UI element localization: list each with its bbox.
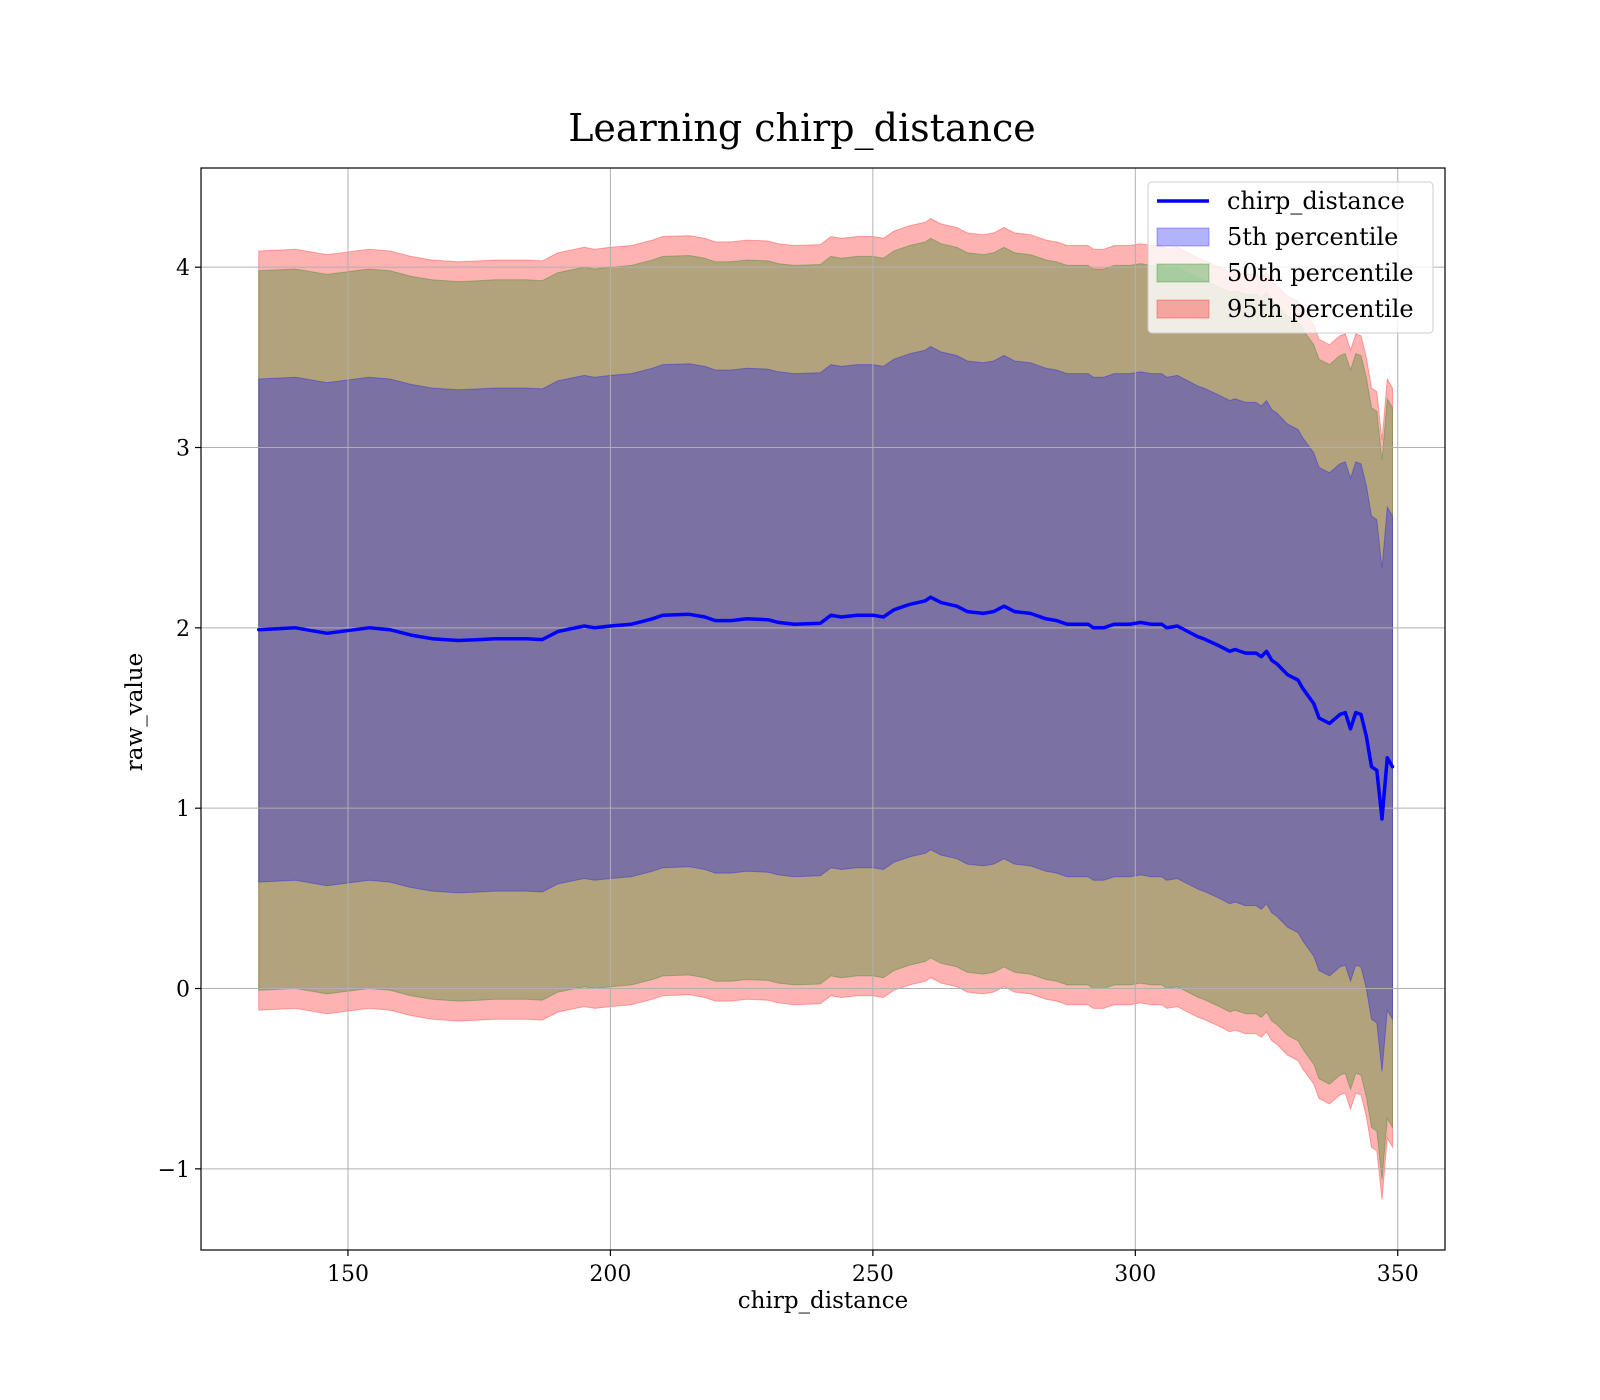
y-tick-label: −1 bbox=[158, 1158, 190, 1183]
y-tick-label: 4 bbox=[176, 256, 190, 281]
legend-label-5th-percentile: 5th percentile bbox=[1227, 223, 1398, 251]
band-50th-percentile bbox=[258, 237, 1393, 1180]
y-axis-label: raw_value bbox=[122, 653, 148, 771]
x-axis-label: chirp_distance bbox=[738, 1288, 908, 1314]
chart-title: Learning chirp_distance bbox=[568, 106, 1036, 151]
legend-swatch-95th-percentile bbox=[1156, 299, 1210, 319]
legend-label-50th-percentile: 50th percentile bbox=[1227, 259, 1414, 287]
x-tick-label: 300 bbox=[1114, 1262, 1156, 1287]
x-tick-label: 350 bbox=[1377, 1262, 1419, 1287]
median-layer bbox=[256, 595, 1395, 821]
y-tick-label: 1 bbox=[176, 797, 190, 822]
percentile-bands bbox=[258, 217, 1393, 1200]
y-tick-label: 3 bbox=[176, 437, 190, 462]
legend-label-chirp_distance: chirp_distance bbox=[1227, 187, 1405, 215]
band-95th-percentile bbox=[258, 217, 1393, 1200]
grid-lines bbox=[201, 168, 1445, 1250]
x-tick-label: 150 bbox=[327, 1262, 369, 1287]
median-line bbox=[256, 595, 1395, 821]
band-5th-percentile bbox=[258, 345, 1393, 1072]
legend: chirp_distance 5th percentile 50th percent… bbox=[1147, 181, 1434, 334]
x-tick-label: 200 bbox=[589, 1262, 631, 1287]
legend-swatch-5th-percentile bbox=[1156, 227, 1210, 247]
y-tick-label: 0 bbox=[176, 978, 190, 1003]
x-axis-ticks: 150 200 250 300 350 bbox=[327, 1250, 1419, 1287]
legend-swatch-50th-percentile bbox=[1156, 263, 1210, 283]
legend-box bbox=[1147, 181, 1434, 334]
x-tick-label: 250 bbox=[852, 1262, 894, 1287]
y-axis-ticks: −1 0 1 2 3 4 bbox=[158, 256, 201, 1183]
plot-frame bbox=[200, 167, 1446, 1251]
y-tick-label: 2 bbox=[176, 617, 190, 642]
legend-label-95th-percentile: 95th percentile bbox=[1227, 295, 1414, 323]
